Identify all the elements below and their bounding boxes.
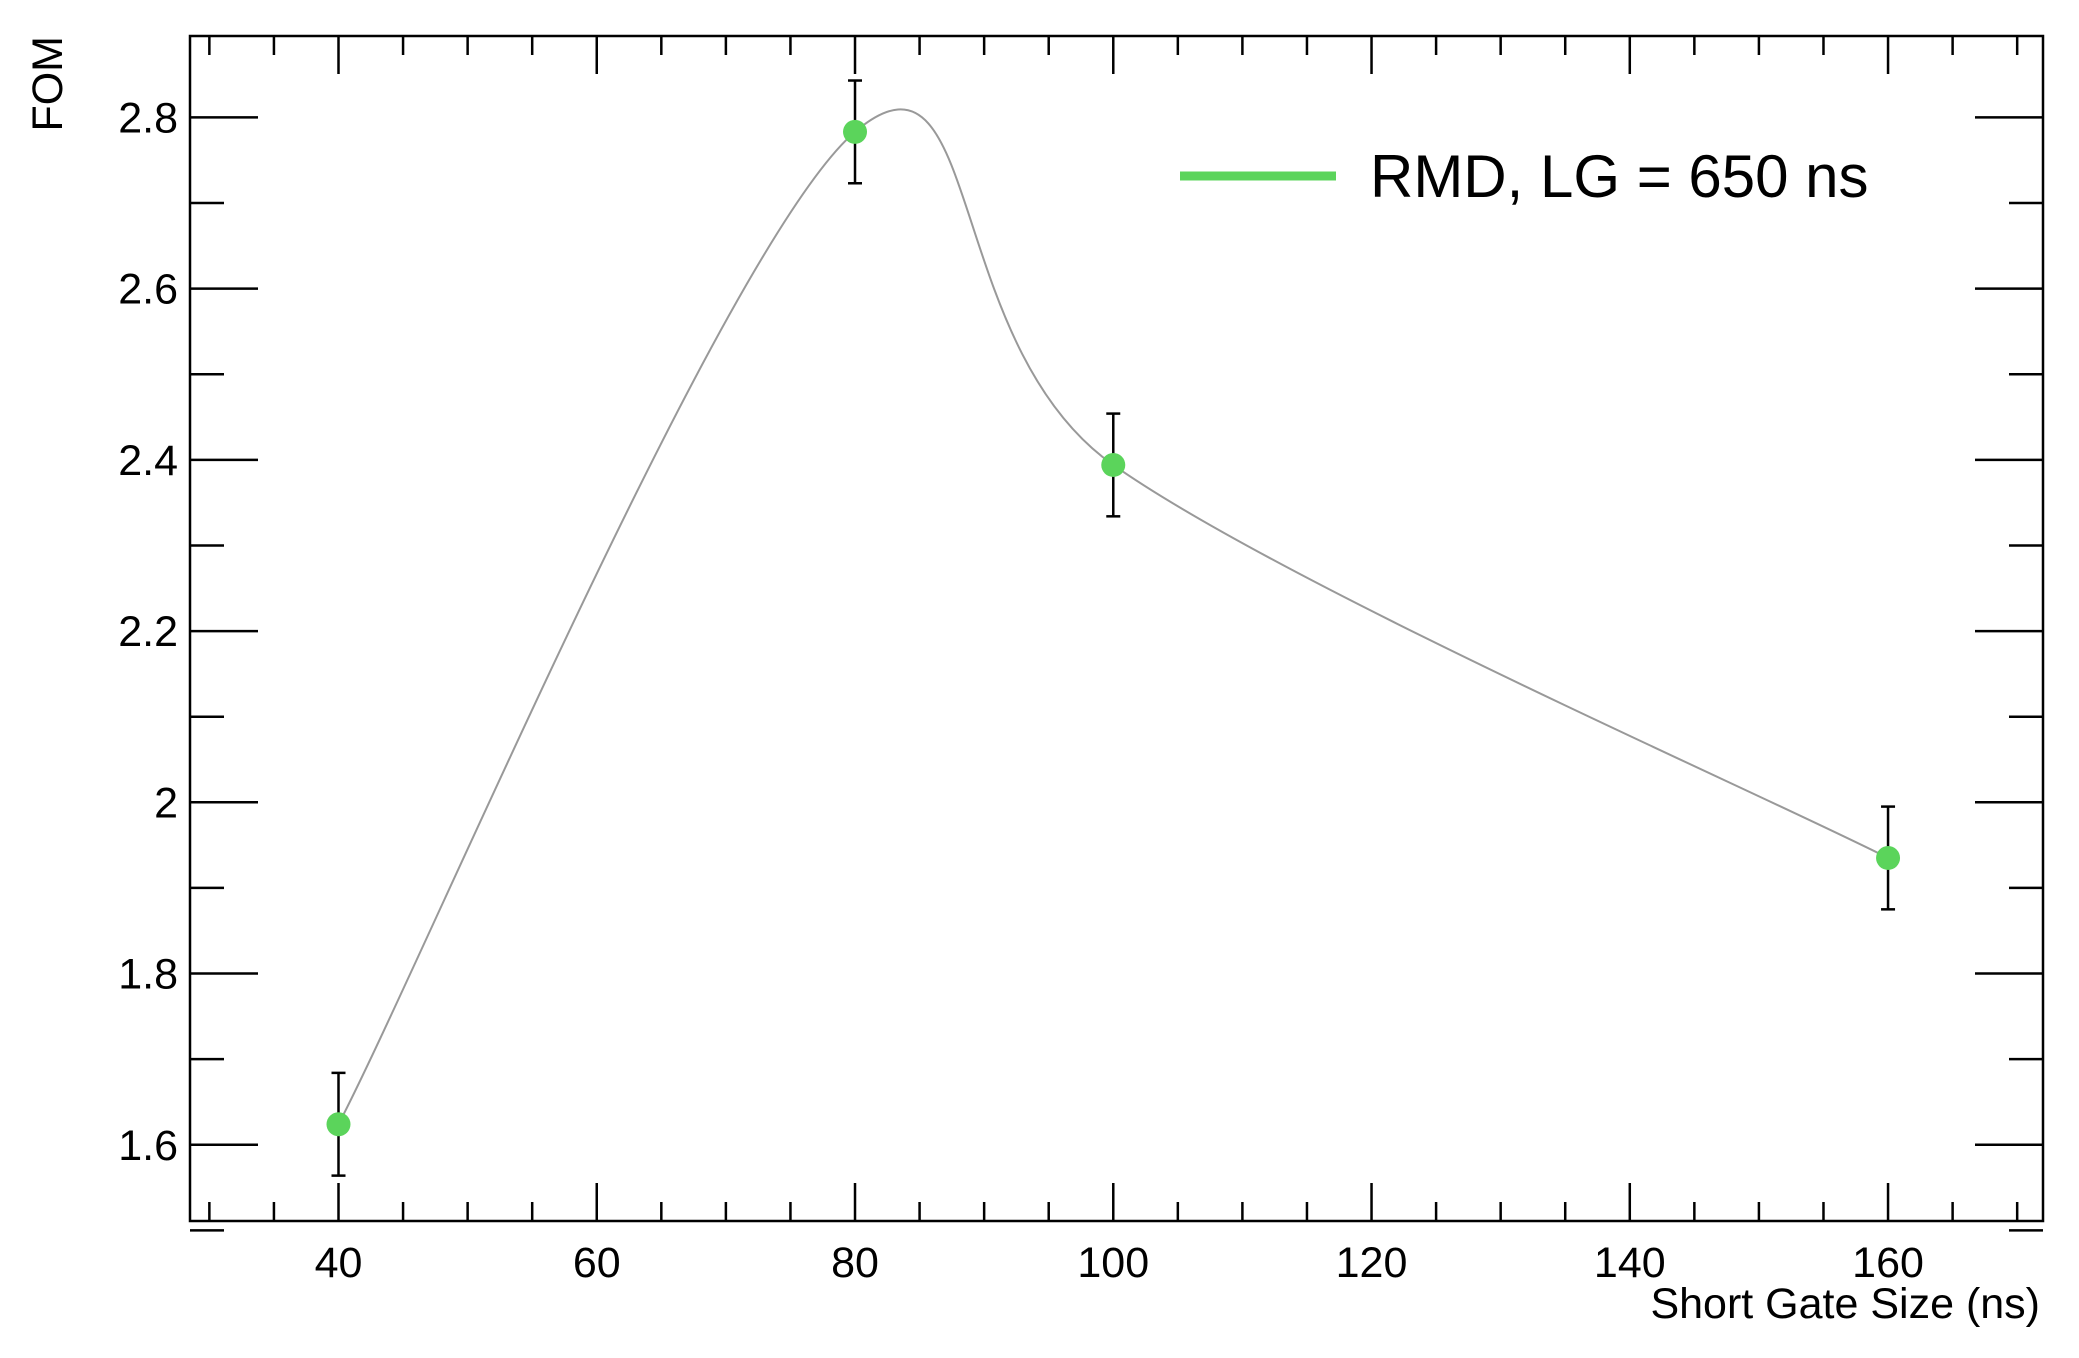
x-tick-label: 120 [1336,1239,1408,1287]
y-tick-label: 2.6 [118,266,178,314]
legend-label: RMD, LG = 650 ns [1370,143,1869,210]
y-tick-label: 1.8 [118,951,178,999]
axis-ticks [190,36,2043,1232]
legend: RMD, LG = 650 ns [1180,143,1869,210]
x-tick-label: 140 [1594,1239,1666,1287]
data-point [326,1112,351,1137]
y-tick-label: 1.6 [118,1122,178,1170]
x-tick-label: 100 [1077,1239,1149,1287]
y-axis-title: FOM [24,36,72,132]
fit-curve-layer [337,108,1889,1125]
plot-frame [188,34,2045,1223]
fit-curve [337,108,1889,1125]
x-tick-label: 160 [1852,1239,1924,1287]
data-point [1101,452,1126,477]
y-tick-label: 2.4 [118,437,178,485]
error-bars [331,79,1896,1177]
x-axis-title: Short Gate Size (ns) [1650,1280,2040,1328]
y-tick-label: 2.8 [118,94,178,142]
tick-labels: 40 60 80 100 120 140 160 1.6 1.8 2 2.2 2.4 2.6 2.8 [118,94,1924,1287]
x-tick-label: 40 [315,1239,363,1287]
data-points [326,119,1901,1137]
y-tick-label: 2.2 [118,608,178,656]
x-tick-label: 60 [573,1239,621,1287]
data-point [843,119,868,144]
data-point [1876,845,1901,870]
y-tick-label: 2 [154,779,178,827]
x-tick-label: 80 [831,1239,879,1287]
